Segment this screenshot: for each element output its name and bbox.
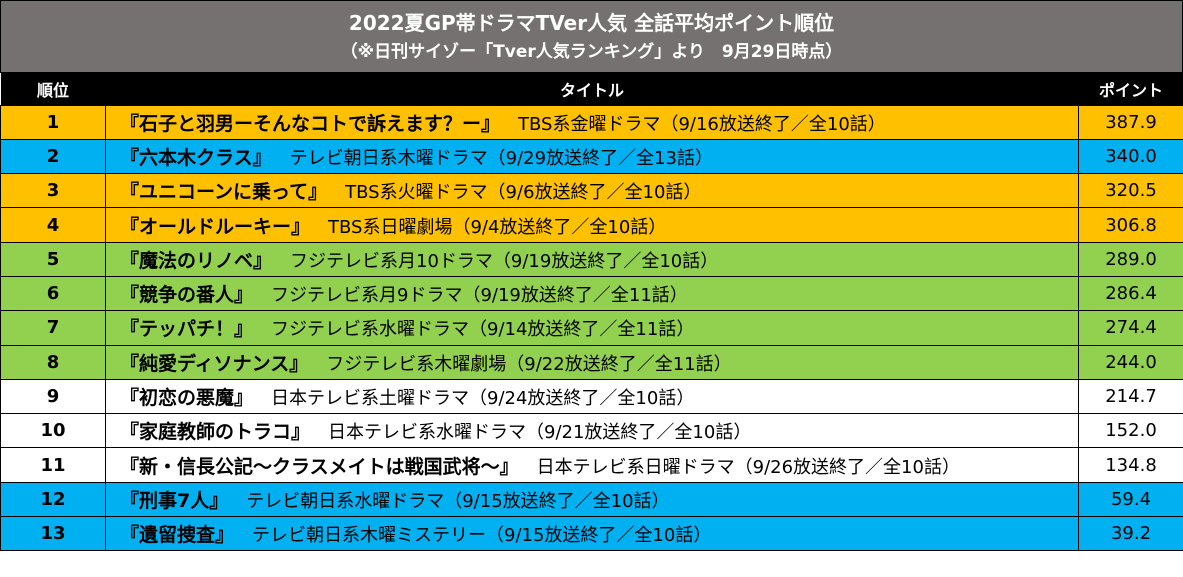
page-title: 2022夏GP帯ドラマTVer人気 全話平均ポイント順位 (348, 11, 835, 35)
broadcast-info: 日本テレビ系土曜ドラマ（9/24放送終了／全10話） (271, 388, 695, 410)
rank-cell: 4 (0, 207, 106, 243)
rank-cell: 2 (0, 138, 106, 175)
drama-name: 『家庭教師のトラコ』 (120, 421, 311, 444)
drama-name: 『競争の番人』 (120, 284, 254, 307)
drama-name: 『ユニコーンに乗って』 (120, 181, 328, 204)
title-cell: 『家庭教師のトラコ』 日本テレビ系水曜ドラマ（9/21放送終了／全10話） (105, 413, 1079, 449)
drama-name: 『遺留捜査』 (120, 524, 235, 547)
table-row: 8 『純愛ディソナンス』 フジテレビ系木曜劇場（9/22放送終了／全11話） 244.… (0, 344, 1183, 380)
column-header-rank: 順位 (36, 80, 69, 100)
drama-name: 『テッパチ！』 (120, 318, 254, 341)
drama-name: 『純愛ディソナンス』 (120, 352, 309, 375)
drama-name: 『初恋の悪魔』 (120, 387, 254, 410)
title-cell: 『オールドルーキー』 TBS系日曜劇場（9/4放送終了／全10話） (105, 207, 1079, 243)
rank-cell: 6 (0, 275, 106, 312)
broadcast-info: フジテレビ系木曜劇場（9/22放送終了／全11話） (326, 353, 732, 375)
drama-name: 『魔法のリノベ』 (120, 249, 273, 272)
broadcast-info: 日本テレビ系水曜ドラマ（9/21放送終了／全10話） (328, 422, 752, 444)
rank-cell: 8 (0, 344, 106, 380)
rank-cell: 9 (0, 378, 106, 415)
rank-cell: 7 (0, 310, 106, 346)
drama-name: 『六本木クラス』 (120, 146, 272, 169)
drama-name: 『石子と羽男ーそんなコトで訴えます？ー』 (120, 112, 501, 135)
title-cell: 『六本木クラス』 テレビ朝日系木曜ドラマ（9/29放送終了／全13話） (105, 138, 1079, 175)
broadcast-info: テレビ朝日系木曜ミステリー（9/15放送終了／全10話） (252, 525, 712, 547)
table-header-banner: 2022夏GP帯ドラマTVer人気 全話平均ポイント順位 （※日刊サイゾー「Tv… (0, 0, 1183, 73)
point-cell: 387.9 (1078, 104, 1183, 140)
rank-cell: 3 (0, 173, 106, 209)
table-row: 5 『魔法のリノベ』 フジテレビ系月10ドラマ（9/19放送終了／全10話） 289.… (0, 241, 1183, 277)
broadcast-info: テレビ朝日系水曜ドラマ（9/15放送終了／全10話） (246, 490, 670, 512)
broadcast-info: TBS系日曜劇場（9/4放送終了／全10話） (328, 216, 667, 238)
rank-cell: 12 (0, 481, 106, 518)
point-cell: 39.2 (1078, 516, 1183, 552)
rank-cell: 11 (0, 447, 106, 483)
broadcast-info: フジテレビ系水曜ドラマ（9/14放送終了／全11話） (271, 319, 695, 341)
column-header-title: タイトル (559, 80, 624, 100)
point-cell: 59.4 (1078, 481, 1183, 518)
point-cell: 274.4 (1078, 310, 1183, 346)
point-cell: 340.0 (1078, 138, 1183, 175)
broadcast-info: フジテレビ系月10ドラマ（9/19放送終了／全10話） (290, 250, 719, 272)
rank-cell: 13 (0, 516, 106, 552)
drama-name: 『新・信長公記〜クラスメイトは戦国武将〜』 (120, 455, 519, 478)
table-row: 7 『テッパチ！』 フジテレビ系水曜ドラマ（9/14放送終了／全11話） 274.4 (0, 310, 1183, 346)
column-headers: 順位 タイトル ポイント (0, 73, 1183, 105)
point-cell: 244.0 (1078, 344, 1183, 380)
point-cell: 320.5 (1078, 173, 1183, 209)
point-cell: 306.8 (1078, 207, 1183, 243)
rank-cell: 1 (0, 104, 106, 140)
title-cell: 『魔法のリノベ』 フジテレビ系月10ドラマ（9/19放送終了／全10話） (105, 241, 1079, 277)
title-cell: 『テッパチ！』 フジテレビ系水曜ドラマ（9/14放送終了／全11話） (105, 310, 1079, 346)
table-row: 12 『刑事7人』 テレビ朝日系水曜ドラマ（9/15放送終了／全10話） 59.4 (0, 481, 1183, 518)
point-cell: 152.0 (1078, 413, 1183, 449)
point-cell: 214.7 (1078, 378, 1183, 415)
drama-name: 『刑事7人』 (120, 489, 229, 512)
broadcast-info: TBS系火曜ドラマ（9/6放送終了／全10話） (345, 182, 702, 204)
table-row: 1 『石子と羽男ーそんなコトで訴えます？ー』 TBS系金曜ドラマ（9/16放送終了／… (0, 104, 1183, 140)
title-cell: 『ユニコーンに乗って』 TBS系火曜ドラマ（9/6放送終了／全10話） (105, 173, 1079, 209)
table-row: 6 『競争の番人』 フジテレビ系月9ドラマ（9/19放送終了／全11話） 286.4 (0, 275, 1183, 312)
title-cell: 『競争の番人』 フジテレビ系月9ドラマ（9/19放送終了／全11話） (105, 275, 1079, 312)
rank-cell: 10 (0, 413, 106, 449)
broadcast-info: 日本テレビ系日曜ドラマ（9/26放送終了／全10話） (536, 456, 960, 478)
point-cell: 134.8 (1078, 447, 1183, 483)
ranking-table: 順位 タイトル ポイント 1 『石子と羽男ーそんなコトで訴えます？ー』 TBS系金曜… (0, 73, 1183, 552)
table-row: 11 『新・信長公記〜クラスメイトは戦国武将〜』 日本テレビ系日曜ドラマ（9/26放… (0, 447, 1183, 483)
broadcast-info: テレビ朝日系木曜ドラマ（9/29放送終了／全13話） (289, 147, 713, 169)
table-row: 4 『オールドルーキー』 TBS系日曜劇場（9/4放送終了／全10話） 306.8 (0, 207, 1183, 243)
table-row: 2 『六本木クラス』 テレビ朝日系木曜ドラマ（9/29放送終了／全13話） 340.0 (0, 138, 1183, 175)
title-cell: 『純愛ディソナンス』 フジテレビ系木曜劇場（9/22放送終了／全11話） (105, 344, 1079, 380)
title-cell: 『遺留捜査』 テレビ朝日系木曜ミステリー（9/15放送終了／全10話） (105, 516, 1079, 552)
point-cell: 289.0 (1078, 241, 1183, 277)
rank-cell: 5 (0, 241, 106, 277)
page-subtitle: （※日刊サイゾー「Tver人気ランキング」より 9月29日時点） (340, 42, 843, 62)
title-cell: 『石子と羽男ーそんなコトで訴えます？ー』 TBS系金曜ドラマ（9/16放送終了／全… (105, 104, 1079, 140)
broadcast-info: フジテレビ系月9ドラマ（9/19放送終了／全11話） (271, 285, 688, 307)
drama-name: 『オールドルーキー』 (120, 215, 311, 238)
table-row: 3 『ユニコーンに乗って』 TBS系火曜ドラマ（9/6放送終了／全10話） 320.5 (0, 173, 1183, 209)
broadcast-info: TBS系金曜ドラマ（9/16放送終了／全10話） (518, 113, 886, 135)
table-row: 10 『家庭教師のトラコ』 日本テレビ系水曜ドラマ（9/21放送終了／全10話） 15… (0, 413, 1183, 449)
ranking-rows: 1 『石子と羽男ーそんなコトで訴えます？ー』 TBS系金曜ドラマ（9/16放送終了／… (0, 104, 1183, 552)
title-cell: 『刑事7人』 テレビ朝日系水曜ドラマ（9/15放送終了／全10話） (105, 481, 1079, 518)
title-cell: 『初恋の悪魔』 日本テレビ系土曜ドラマ（9/24放送終了／全10話） (105, 378, 1079, 415)
column-header-point: ポイント (1098, 80, 1163, 100)
point-cell: 286.4 (1078, 275, 1183, 312)
table-row: 9 『初恋の悪魔』 日本テレビ系土曜ドラマ（9/24放送終了／全10話） 214.7 (0, 378, 1183, 415)
table-row: 13 『遺留捜査』 テレビ朝日系木曜ミステリー（9/15放送終了／全10話） 39.2 (0, 516, 1183, 552)
title-cell: 『新・信長公記〜クラスメイトは戦国武将〜』 日本テレビ系日曜ドラマ（9/26放送終… (105, 447, 1079, 483)
